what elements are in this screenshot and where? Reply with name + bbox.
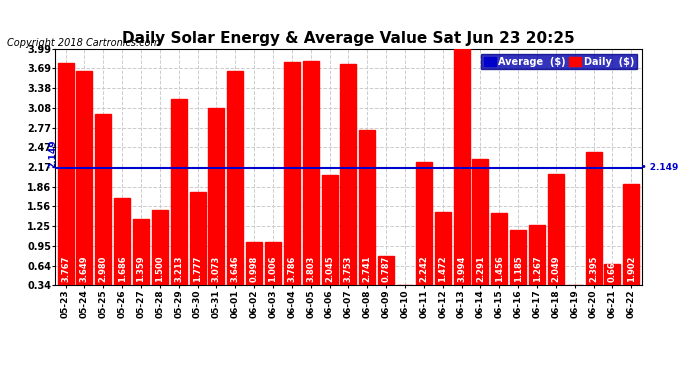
Text: 3.786: 3.786 <box>287 255 297 282</box>
Bar <box>246 242 262 285</box>
Text: 1.185: 1.185 <box>513 255 523 282</box>
Bar <box>529 225 545 285</box>
Bar <box>152 210 168 285</box>
Text: 2.291: 2.291 <box>476 255 485 282</box>
Title: Daily Solar Energy & Average Value Sat Jun 23 20:25: Daily Solar Energy & Average Value Sat J… <box>122 31 575 46</box>
Bar <box>397 285 413 307</box>
Legend: Average  ($), Daily  ($): Average ($), Daily ($) <box>481 54 637 69</box>
Bar <box>416 162 432 285</box>
Bar <box>57 63 74 285</box>
Text: 1.686: 1.686 <box>118 255 127 282</box>
Text: 1.472: 1.472 <box>438 255 447 282</box>
Bar <box>548 174 564 285</box>
Text: 1.456: 1.456 <box>495 255 504 282</box>
Bar <box>227 71 244 285</box>
Bar <box>359 130 375 285</box>
Text: 1.267: 1.267 <box>533 255 542 282</box>
Bar <box>623 184 640 285</box>
Text: 2.741: 2.741 <box>363 255 372 282</box>
Bar <box>190 192 206 285</box>
Bar <box>378 256 394 285</box>
Bar <box>133 219 149 285</box>
Text: 3.767: 3.767 <box>61 255 70 282</box>
Text: 2.242: 2.242 <box>420 255 428 282</box>
Text: • 2.149: • 2.149 <box>641 164 678 172</box>
Bar <box>510 230 526 285</box>
Text: 3.649: 3.649 <box>80 255 89 282</box>
Bar <box>170 99 187 285</box>
Text: 2.980: 2.980 <box>99 255 108 282</box>
Text: 1.500: 1.500 <box>155 255 164 282</box>
Text: 1.006: 1.006 <box>268 255 277 282</box>
Bar <box>303 61 319 285</box>
Bar <box>77 71 92 285</box>
Text: 2.395: 2.395 <box>589 255 598 282</box>
Bar <box>208 108 224 285</box>
Bar <box>586 152 602 285</box>
Text: 1.777: 1.777 <box>193 255 202 282</box>
Text: 2.045: 2.045 <box>325 255 334 282</box>
Bar <box>453 48 470 285</box>
Text: 3.646: 3.646 <box>230 255 240 282</box>
Bar <box>114 198 130 285</box>
Text: 2.049: 2.049 <box>551 255 560 282</box>
Text: 3.994: 3.994 <box>457 255 466 282</box>
Text: 3.213: 3.213 <box>174 255 184 282</box>
Bar <box>566 285 583 307</box>
Text: 0.787: 0.787 <box>382 255 391 282</box>
Text: 2.149: 2.149 <box>48 139 57 168</box>
Text: 3.803: 3.803 <box>306 255 315 282</box>
Text: 3.073: 3.073 <box>212 255 221 282</box>
Text: 3.753: 3.753 <box>344 255 353 282</box>
Bar <box>95 114 111 285</box>
Text: 1.359: 1.359 <box>137 255 146 282</box>
Bar <box>435 212 451 285</box>
Bar <box>265 242 281 285</box>
Bar <box>491 213 507 285</box>
Bar <box>284 62 300 285</box>
Text: 0.998: 0.998 <box>250 255 259 282</box>
Text: Copyright 2018 Cartronics.com: Copyright 2018 Cartronics.com <box>7 38 160 48</box>
Bar <box>604 264 620 285</box>
Bar <box>473 159 489 285</box>
Bar <box>322 175 337 285</box>
Text: 1.902: 1.902 <box>627 255 635 282</box>
Bar <box>340 64 357 285</box>
Text: 0.669: 0.669 <box>608 255 617 282</box>
